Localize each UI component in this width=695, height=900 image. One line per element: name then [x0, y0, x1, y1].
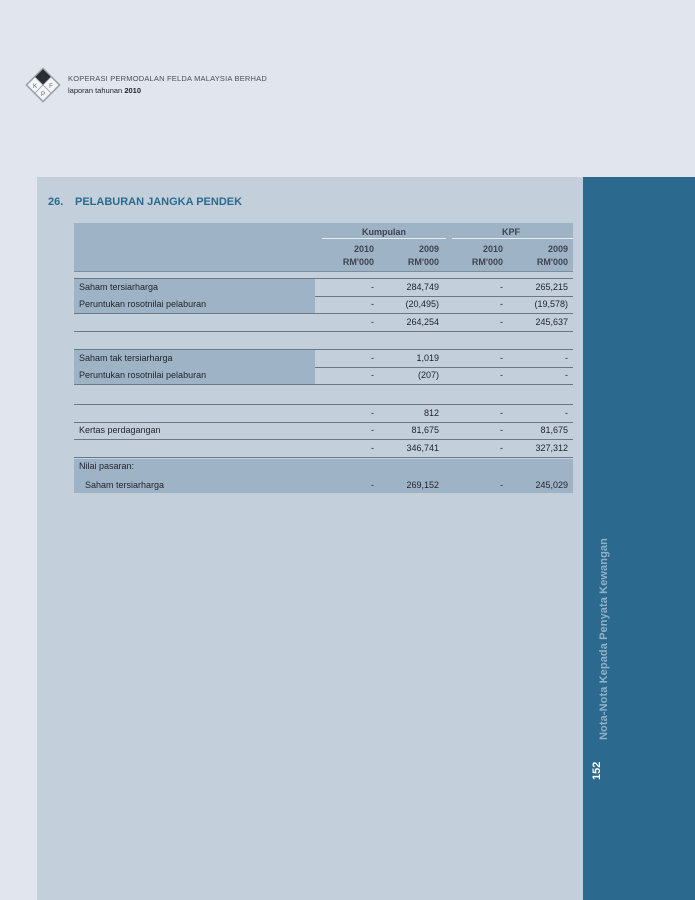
cell: - — [371, 353, 374, 363]
cell: 284,749 — [406, 282, 439, 292]
cell: - — [371, 443, 374, 453]
cell: - — [565, 370, 568, 380]
cell: - — [565, 408, 568, 418]
group-rule — [322, 238, 446, 239]
row-label: Saham tersiarharga — [74, 279, 315, 296]
cell: - — [371, 317, 374, 327]
market-value-block: Nilai pasaran: Saham tersiarharga - 269,… — [74, 459, 573, 493]
row-label: Peruntukan rosotnilai pelaburan — [74, 367, 315, 384]
table-row: Peruntukan rosotnilai pelaburan - (20,49… — [74, 296, 573, 314]
cell: - — [500, 282, 503, 292]
section-heading: 26. PELABURAN JANGKA PENDEK — [48, 196, 242, 208]
organization-name: KOPERASI PERMODALAN FELDA MALAYSIA BERHA… — [68, 74, 267, 83]
cell: 81,675 — [540, 425, 568, 435]
investment-table: Kumpulan KPF 2010 RM'000 2009 RM'000 2010 R… — [74, 223, 573, 493]
page-number: 152 — [591, 761, 603, 780]
group-header-kumpulan: Kumpulan — [362, 227, 406, 237]
cell: - — [500, 408, 503, 418]
cell: - — [371, 425, 374, 435]
table-row: - 346,741 - 327,312 — [74, 440, 573, 458]
table-row: - 264,254 - 245,637 — [74, 314, 573, 332]
row-label — [74, 405, 315, 422]
report-title: laporan tahunan 2010 — [68, 86, 141, 95]
cell: - — [371, 282, 374, 292]
cell: 81,675 — [411, 425, 439, 435]
table-row: Saham tak tersiarharga - 1,019 - - — [74, 349, 573, 368]
table-row: - 812 - - — [74, 404, 573, 423]
group-header-kpf: KPF — [502, 227, 520, 237]
cell: 264,254 — [406, 317, 439, 327]
svg-text:P: P — [41, 92, 45, 98]
side-section-title: Nota-Nota Kepada Penyata Kewangan — [598, 538, 610, 740]
cell: 346,741 — [406, 443, 439, 453]
cell: - — [371, 480, 374, 490]
column-header: 2009 RM'000 — [536, 244, 568, 267]
side-band — [583, 177, 695, 900]
cell: - — [371, 408, 374, 418]
column-header: 2009 RM'000 — [407, 244, 439, 267]
table-row: Kertas perdagangan - 81,675 - 81,675 — [74, 422, 573, 440]
cell: 1,019 — [416, 353, 439, 363]
report-prefix: laporan tahunan — [68, 86, 125, 95]
cell: - — [500, 370, 503, 380]
cell: (207) — [417, 370, 439, 380]
section-title: PELABURAN JANGKA PENDEK — [75, 196, 243, 208]
group-rule — [452, 238, 573, 239]
cell: - — [500, 353, 503, 363]
cell: - — [565, 353, 568, 363]
section-number: 26. — [48, 196, 64, 208]
cell: 327,312 — [535, 443, 568, 453]
row-label: Saham tersiarharga — [85, 480, 165, 490]
table-header: Kumpulan KPF 2010 RM'000 2009 RM'000 2010 R… — [74, 223, 573, 272]
svg-text:K: K — [33, 84, 37, 90]
column-header: 2010 RM'000 — [342, 244, 374, 267]
cell: 265,215 — [535, 282, 568, 292]
cell: 269,152 — [406, 480, 439, 490]
cell: - — [371, 299, 374, 309]
kpf-logo: K F P — [25, 67, 61, 103]
cell: - — [371, 370, 374, 380]
report-year: 2010 — [124, 86, 141, 95]
svg-text:F: F — [49, 84, 53, 90]
cell: 245,029 — [535, 480, 568, 490]
cell: 812 — [423, 408, 439, 418]
cell: (19,578) — [534, 299, 568, 309]
column-header: 2010 RM'000 — [471, 244, 503, 267]
cell: - — [500, 317, 503, 327]
cell: - — [500, 425, 503, 435]
table-row: Peruntukan rosotnilai pelaburan - (207) … — [74, 367, 573, 385]
row-label: Peruntukan rosotnilai pelaburan — [74, 296, 315, 313]
cell: - — [500, 299, 503, 309]
cell: - — [500, 480, 503, 490]
cell: (20,495) — [405, 299, 439, 309]
cell: - — [500, 443, 503, 453]
cell: 245,637 — [535, 317, 568, 327]
market-value-heading: Nilai pasaran: — [79, 461, 135, 471]
row-label: Kertas perdagangan — [79, 425, 161, 435]
row-label: Saham tak tersiarharga — [74, 350, 315, 367]
table-row: Saham tersiarharga - 284,749 - 265,215 — [74, 278, 573, 297]
row-label — [74, 440, 315, 457]
row-label — [74, 314, 315, 331]
